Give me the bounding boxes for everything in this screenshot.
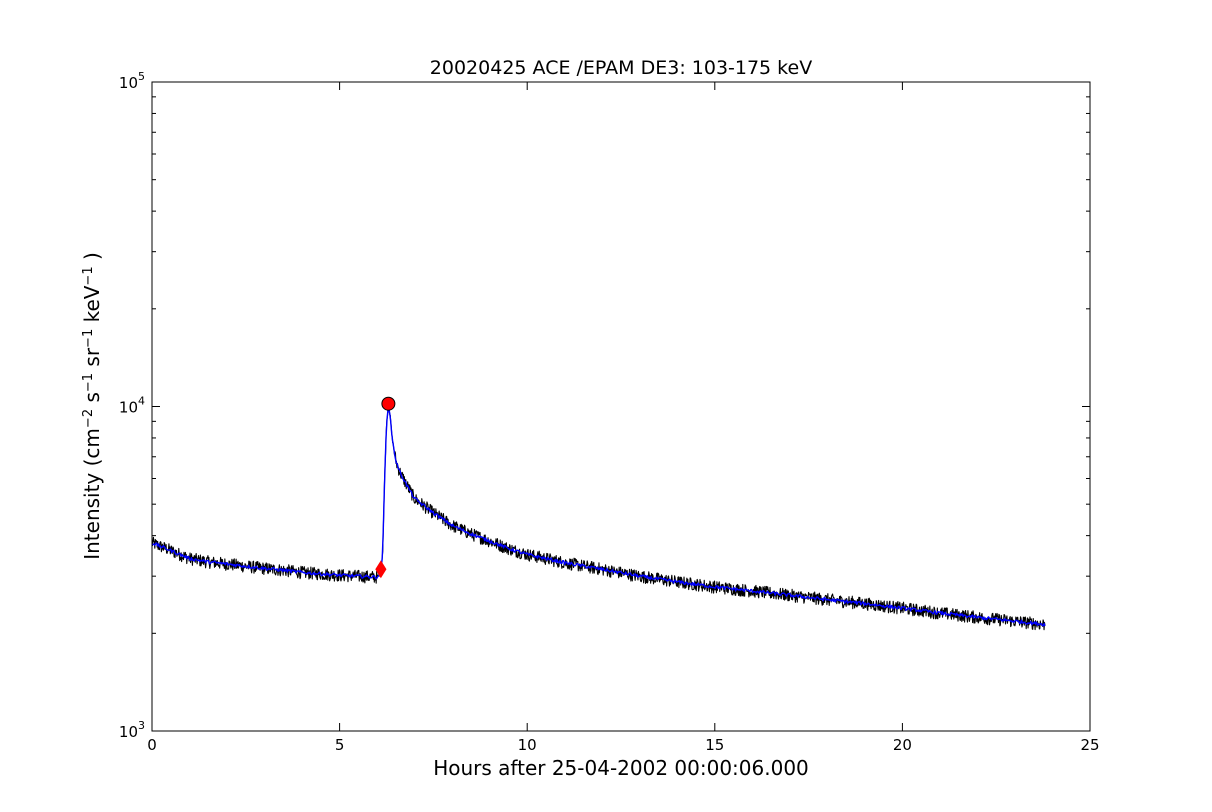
x-tick-label: 20: [893, 736, 912, 754]
x-tick-label: 25: [1080, 736, 1099, 754]
y-axis-label: Intensity (cm−2 s−1 sr−1 keV−1 ): [80, 252, 104, 560]
y-tick-label: 103: [119, 719, 145, 741]
series-line-raw: [151, 405, 1046, 631]
x-tick-label: 10: [518, 736, 537, 754]
x-tick-label: 15: [705, 736, 724, 754]
series-layer: [151, 405, 1046, 631]
plot-frame: [151, 81, 1091, 732]
x-tick-label: 5: [335, 736, 345, 754]
onset-marker: [375, 560, 387, 579]
chart-title: 20020425 ACE /EPAM DE3: 103-175 keV: [430, 57, 812, 79]
peak-marker: [381, 396, 396, 411]
y-tick-label: 104: [119, 395, 145, 417]
marker-layer: [375, 396, 396, 579]
x-tick-label: 0: [147, 736, 157, 754]
series-line-smoothed: [151, 407, 1046, 627]
y-tick-label: 105: [119, 70, 145, 92]
tick-layer: 0 5 10 15 20 25 103 104 105: [119, 70, 1100, 754]
x-axis-label: Hours after 25-04-2002 00:00:06.000: [433, 756, 809, 780]
